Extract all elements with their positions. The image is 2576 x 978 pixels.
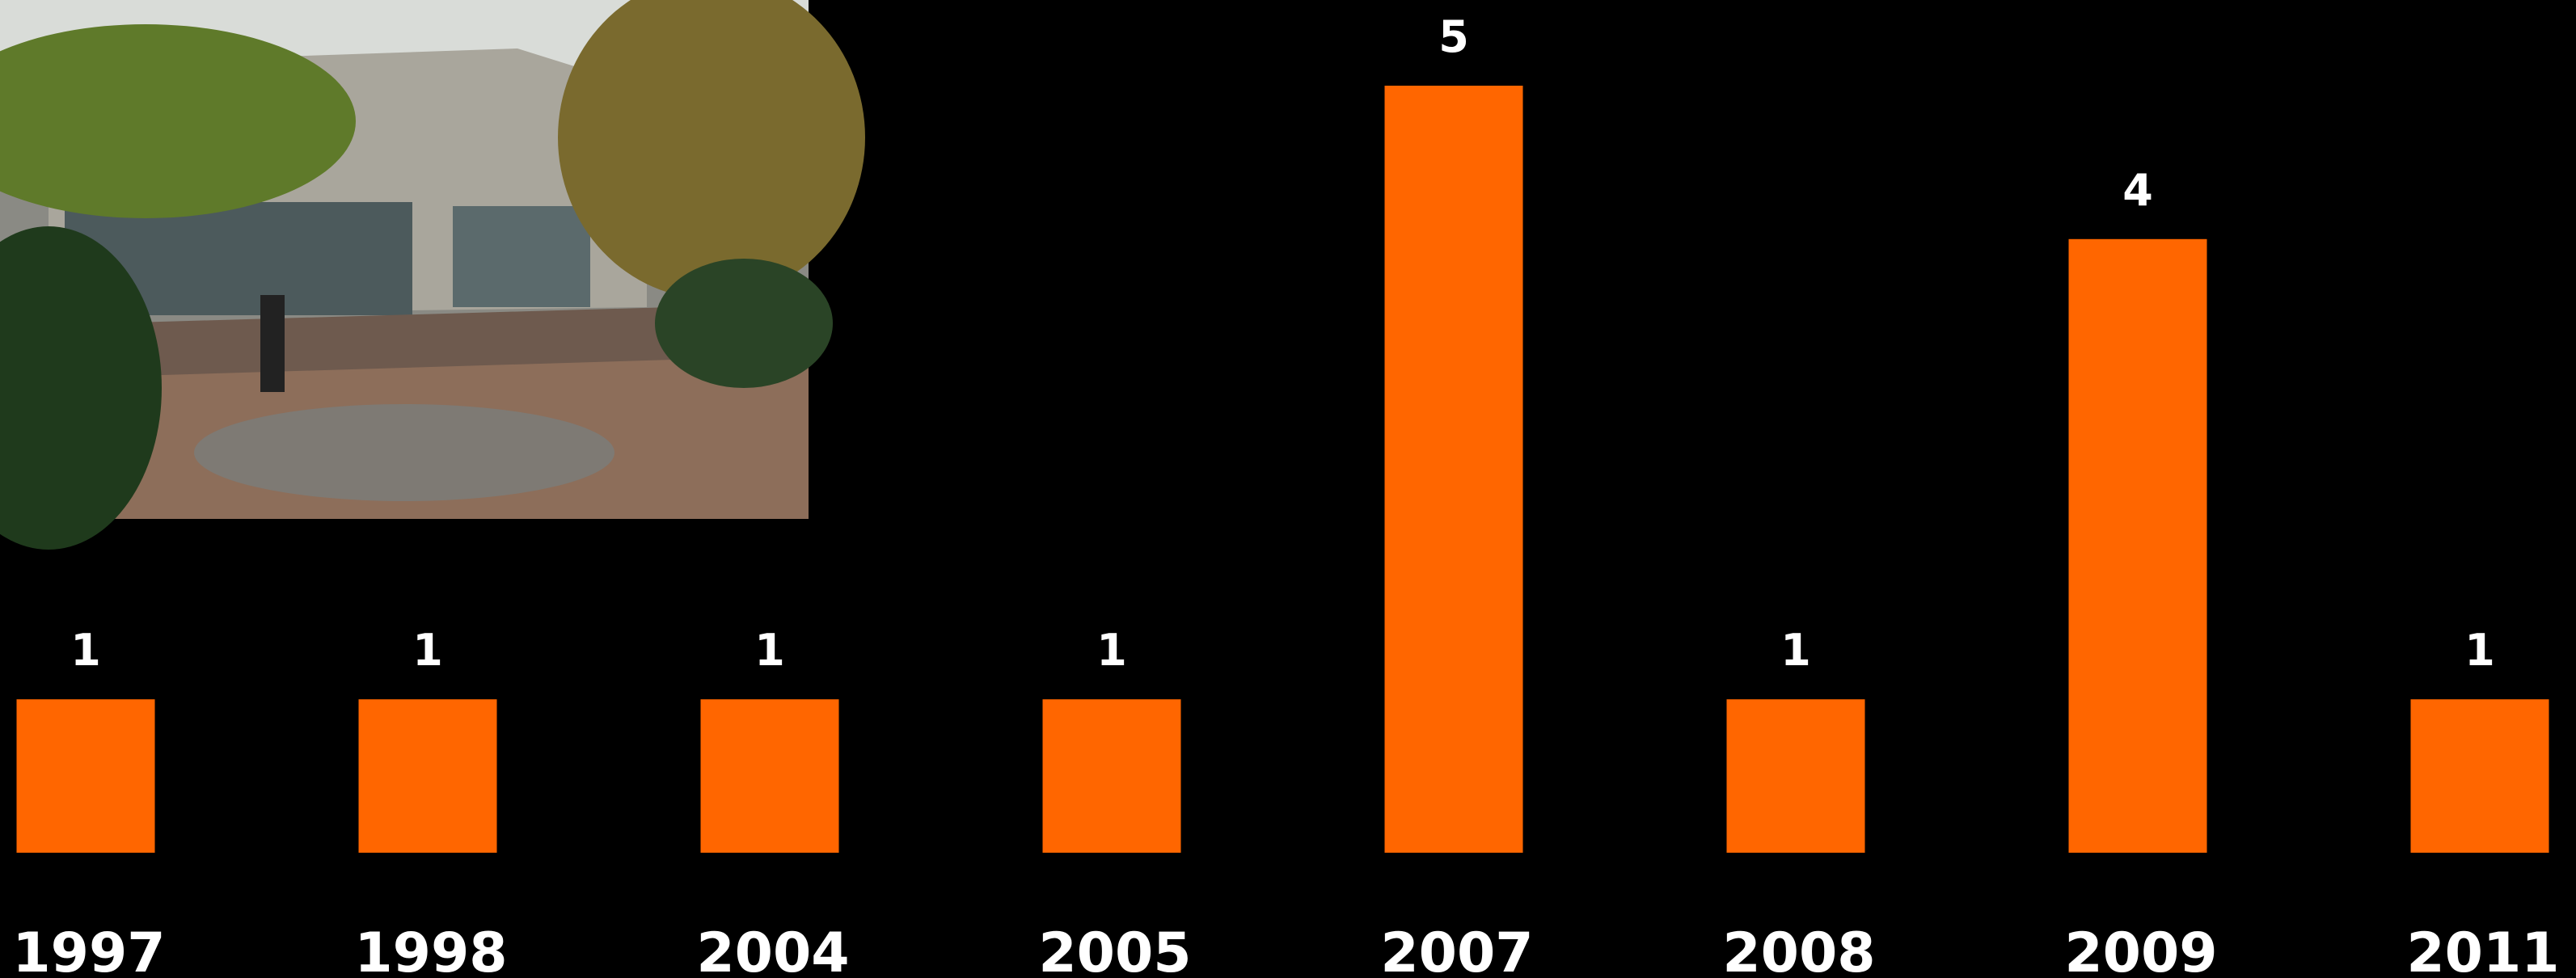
bar (358, 699, 497, 853)
bar (700, 699, 839, 853)
x-tick-label: 2005 (1038, 921, 1191, 978)
value-label: 1 (70, 625, 101, 676)
x-tick-label: 2008 (1722, 921, 1875, 978)
bar (16, 699, 155, 853)
value-label: 4 (2122, 165, 2153, 216)
x-tick-label: 1998 (354, 921, 507, 978)
value-label: 1 (2464, 625, 2495, 676)
bar (1042, 699, 1181, 853)
photo-puddle (194, 404, 614, 501)
bar (1384, 86, 1523, 853)
photo-person (260, 295, 285, 392)
x-tick-label: 2011 (2406, 921, 2559, 978)
value-label: 1 (1780, 625, 1811, 676)
photo-tree (558, 0, 865, 299)
x-tick-label: 2004 (696, 921, 849, 978)
x-tick-label: 1997 (12, 921, 165, 978)
x-tick-label: 2009 (2064, 921, 2217, 978)
bar (2410, 699, 2549, 853)
value-label: 1 (412, 625, 443, 676)
photo-tree (0, 24, 356, 218)
photo (0, 0, 865, 550)
bar (2068, 238, 2207, 853)
value-label: 1 (754, 625, 785, 676)
value-label: 5 (1438, 11, 1469, 62)
photo-tree (0, 226, 162, 550)
photo-windows (453, 206, 590, 307)
value-label: 1 (1096, 625, 1127, 676)
photo-bush (655, 259, 833, 388)
x-tick-label: 2007 (1380, 921, 1533, 978)
bar (1726, 699, 1865, 853)
